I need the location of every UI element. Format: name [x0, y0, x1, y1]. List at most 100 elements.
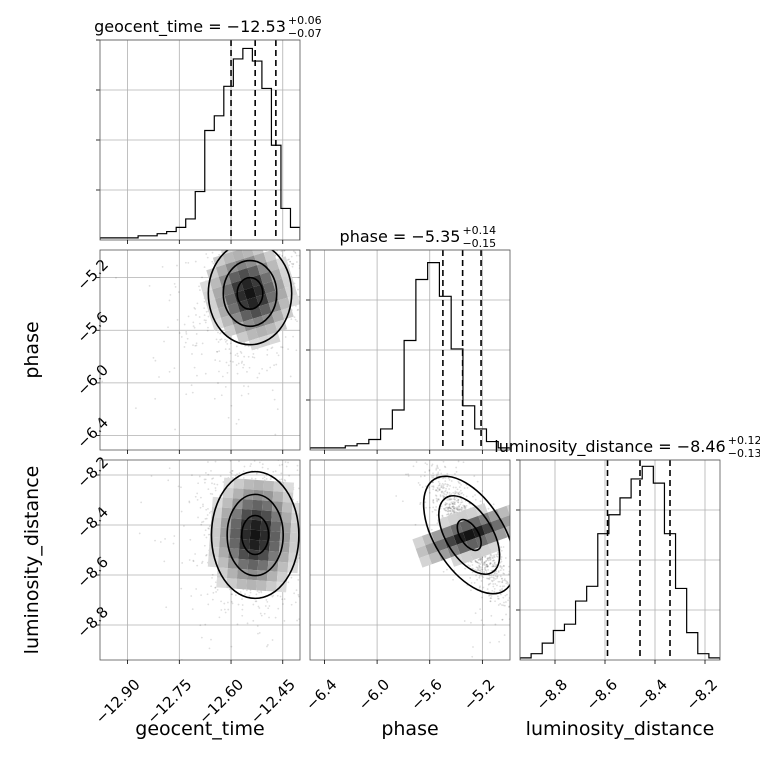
sample-point [490, 614, 493, 617]
density-cell [278, 551, 289, 563]
sample-point [115, 276, 117, 279]
sample-point [235, 422, 238, 425]
density-cell [428, 551, 442, 565]
sample-point [435, 489, 438, 492]
sample-point [447, 506, 450, 509]
sample-point [419, 421, 421, 423]
sample-point [277, 201, 279, 203]
density-cell [229, 538, 240, 549]
sample-point [482, 586, 485, 589]
sample-point [203, 319, 206, 322]
sample-point [493, 590, 496, 593]
sample-point [456, 488, 459, 491]
sample-point [490, 579, 493, 582]
sample-point [493, 572, 496, 575]
sample-point [320, 577, 322, 579]
sample-point [425, 456, 427, 458]
sample-point [492, 563, 494, 566]
sample-point [432, 427, 434, 429]
sample-point [432, 488, 435, 491]
sample-point [224, 611, 227, 614]
sample-point [194, 553, 197, 555]
x-axis-label-luminosity_distance: luminosity_distance [526, 718, 715, 740]
sample-point [479, 563, 482, 565]
sample-point [492, 585, 495, 588]
sample-point [478, 558, 481, 560]
sample-point [289, 260, 292, 263]
sample-point [226, 371, 229, 374]
title-geocent_time: geocent_time = −12.53 +0.06−0.07 [94, 14, 322, 40]
sample-point [418, 403, 420, 405]
sample-point [418, 359, 420, 361]
sample-point [543, 628, 545, 630]
sample-point [403, 492, 405, 494]
sample-point [559, 671, 561, 673]
sample-point [213, 245, 215, 247]
sample-point [367, 601, 369, 603]
sample-point [268, 242, 270, 244]
sample-point [471, 655, 474, 658]
panel-phase-luminosity_distance: −6.4 −6.0 −5.6 −5.2 [302, 359, 561, 714]
sample-point [523, 620, 525, 622]
sample-point [451, 456, 453, 458]
sample-point [493, 555, 495, 558]
sample-point [513, 623, 515, 625]
sample-point [490, 553, 492, 556]
sample-point [446, 499, 449, 501]
density-cell [237, 558, 249, 570]
sample-point [525, 602, 527, 604]
sample-point [511, 589, 513, 591]
sample-point [201, 342, 204, 345]
sample-point [445, 513, 448, 516]
sample-point [264, 605, 267, 607]
sample-point [214, 586, 217, 589]
sample-point [190, 595, 193, 597]
sample-point [236, 372, 239, 375]
sample-point [283, 250, 286, 252]
sample-point [457, 501, 460, 504]
sample-point [453, 497, 456, 499]
sample-point [252, 619, 255, 622]
sample-point [304, 247, 306, 249]
sample-point [169, 293, 172, 296]
sample-point [444, 489, 447, 492]
sample-point [266, 645, 268, 648]
panel-phase-phase [306, 249, 511, 454]
sample-point [173, 367, 176, 369]
sample-point [211, 598, 214, 601]
sample-point [230, 472, 233, 475]
sample-point [453, 505, 456, 508]
sample-point [478, 562, 480, 565]
sample-point [454, 490, 457, 493]
sample-point [294, 251, 297, 254]
sample-point [489, 600, 492, 603]
sample-point [241, 598, 243, 600]
sample-point [448, 505, 451, 508]
sample-point [428, 469, 431, 471]
sample-point [462, 461, 465, 464]
sample-point [199, 624, 202, 627]
sample-point [494, 583, 497, 585]
x-axis-label-geocent_time: geocent_time [135, 718, 264, 740]
sample-point [210, 585, 213, 588]
sample-point [507, 664, 509, 666]
sample-point [469, 565, 471, 567]
sample-point [211, 576, 213, 579]
sample-point [446, 485, 449, 488]
sample-point [276, 594, 279, 597]
sample-point [449, 510, 452, 512]
sample-point [450, 501, 453, 504]
sample-point [477, 558, 480, 561]
sample-point [546, 593, 548, 595]
sample-point [395, 495, 398, 497]
sample-point [493, 561, 496, 564]
sample-point [247, 355, 250, 358]
sample-point [481, 564, 484, 566]
sample-point [252, 226, 254, 228]
sample-point [297, 288, 299, 291]
sample-point [438, 484, 441, 487]
y-tick-label: −6.4 [73, 413, 111, 451]
density-cell [236, 331, 249, 344]
sample-point [198, 316, 201, 318]
sample-point [288, 264, 291, 267]
